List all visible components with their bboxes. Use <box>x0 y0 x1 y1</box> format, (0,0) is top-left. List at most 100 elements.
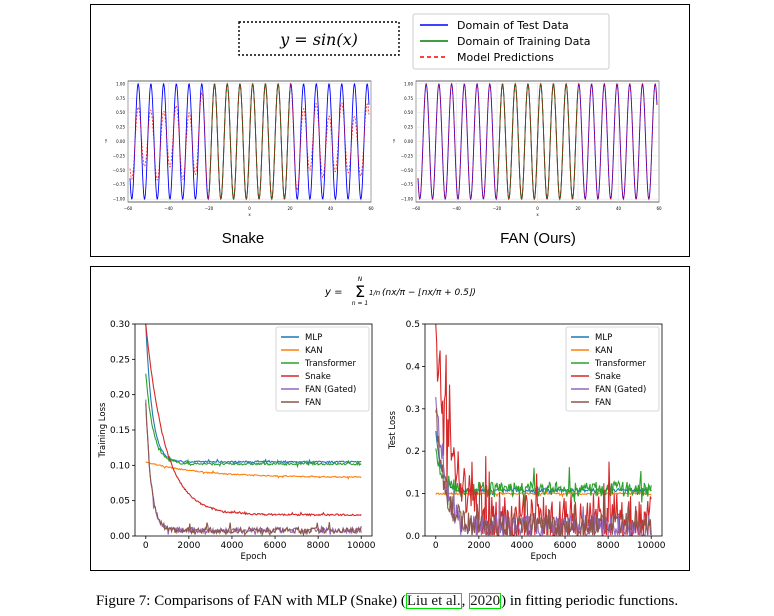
y-tick-label: −0.50 <box>401 168 414 173</box>
y-tick-label: 0.30 <box>110 320 130 330</box>
svg-text:1/n: 1/n <box>369 289 380 297</box>
prediction-line <box>129 82 370 201</box>
y-tick-label: 0.20 <box>110 391 130 401</box>
figure-caption: Figure 7: Comparisons of FAN with MLP (S… <box>95 593 679 609</box>
fan-sin-plot: −60 −40 −20 0 20 40 60 −1.00 −0.75 −0.50 −0.25 0.00… <box>393 80 662 217</box>
y-tick-label: 0.00 <box>116 139 125 144</box>
x-tick-label: 40 <box>328 206 334 211</box>
plot-frame <box>424 323 663 537</box>
y-tick-label: −1.00 <box>113 197 126 202</box>
x-tick-label: 6000 <box>554 541 577 551</box>
x-tick-label: −20 <box>205 206 214 211</box>
y-tick-label: 1.00 <box>116 81 125 86</box>
y-tick-label: −0.75 <box>401 182 414 187</box>
formula-box <box>238 21 400 56</box>
loss-line <box>145 373 362 469</box>
y-tick-label: 0.10 <box>110 461 130 471</box>
x-tick-label: −20 <box>493 206 502 211</box>
sin-legend-entry: Model Predictions <box>420 51 554 64</box>
y-tick-label: 0.0 <box>406 532 421 542</box>
y-tick-label: −0.25 <box>113 153 126 158</box>
x-tick-label: 6000 <box>264 541 287 551</box>
loss-comparison-panel: y = N Σ n = 1 1/n (nx/π − ⌊nx/π + 0.5⌋) … <box>90 266 690 571</box>
y-axis-label: Training Loss <box>98 402 108 458</box>
x-tick-label: 0 <box>248 206 251 211</box>
loss-line <box>435 430 652 497</box>
legend-label: Transformer <box>594 359 647 369</box>
x-tick-label: 0 <box>536 206 539 211</box>
legend-label: FAN <box>595 398 611 408</box>
loss-legend: MLP KAN Transformer Snake FAN (Gated) FAN <box>275 326 370 412</box>
x-tick-label: 0 <box>433 541 439 551</box>
svg-text:N: N <box>358 276 363 283</box>
loss-line <box>435 408 652 536</box>
x-axis-label: x <box>248 212 251 217</box>
sawtooth-formula: y = N Σ n = 1 1/n (nx/π − ⌊nx/π + 0.5⌋) <box>324 276 476 307</box>
x-tick-label: 40 <box>616 206 622 211</box>
y-tick-label: −0.50 <box>113 168 126 173</box>
y-tick-label: −0.75 <box>113 182 126 187</box>
svg-text:n = 1: n = 1 <box>352 300 368 307</box>
y-tick-label: 0.1 <box>406 490 420 500</box>
x-tick-label: 4000 <box>221 541 244 551</box>
sin-legend: Domain of Test Data Domain of Training Da… <box>412 13 610 70</box>
legend-label: Transformer <box>304 359 357 369</box>
loss-comparison-figure: y = N Σ n = 1 1/n (nx/π − ⌊nx/π + 0.5⌋) … <box>98 276 666 562</box>
x-tick-label: 2000 <box>467 541 490 551</box>
y-tick-label: 0.25 <box>110 355 130 365</box>
loss-line <box>145 461 362 480</box>
citation-link-year[interactable]: 2020 <box>469 593 502 609</box>
y-axis-label: y <box>105 138 108 143</box>
legend-label: KAN <box>595 346 613 356</box>
loss-legend: MLP KAN Transformer Snake FAN (Gated) FAN <box>565 326 660 412</box>
legend-label: MLP <box>595 333 612 343</box>
x-tick-label: 60 <box>368 206 374 211</box>
sin-formula: y = sin(x) <box>279 30 358 49</box>
loss-line <box>145 324 362 466</box>
training-loss-plot: 0 2000 4000 6000 8000 10000 0.00 0.05 0.10 0.15 0.… <box>98 320 376 562</box>
x-tick-label: 10000 <box>637 541 666 551</box>
legend-label: Snake <box>305 372 331 382</box>
legend-label: FAN (Gated) <box>595 385 646 395</box>
x-tick-label: 10000 <box>347 541 376 551</box>
sin-legend-label: Model Predictions <box>457 51 554 64</box>
y-tick-label: 0.4 <box>406 362 421 372</box>
y-tick-label: 1.00 <box>404 81 413 86</box>
y-tick-label: 0.00 <box>404 139 413 144</box>
x-tick-label: 8000 <box>307 541 330 551</box>
legend-label: MLP <box>305 333 322 343</box>
y-tick-label: −1.00 <box>401 197 414 202</box>
x-axis-label: x <box>536 212 539 217</box>
x-tick-label: 20 <box>287 206 293 211</box>
y-tick-label: 0.3 <box>406 405 420 415</box>
legend-label: FAN <box>305 398 321 408</box>
sin-legend-label: Domain of Test Data <box>457 19 569 32</box>
x-axis-label: Epoch <box>530 552 556 562</box>
x-tick-label: −40 <box>452 206 461 211</box>
x-tick-label: 20 <box>575 206 581 211</box>
x-tick-label: 60 <box>656 206 662 211</box>
sin-comparison-panel: y = sin(x) Domain of Test Data Domain of … <box>90 4 690 257</box>
x-tick-label: −40 <box>164 206 173 211</box>
svg-text:Σ: Σ <box>355 282 365 301</box>
loss-line <box>435 324 652 536</box>
y-tick-label: 0.5 <box>406 320 420 330</box>
x-tick-label: 2000 <box>177 541 200 551</box>
sin-legend-entry: Domain of Test Data <box>420 19 569 32</box>
x-tick-label: 0 <box>143 541 149 551</box>
x-tick-label: 4000 <box>511 541 534 551</box>
legend-label: KAN <box>305 346 323 356</box>
snake-sin-plot: −60 −40 −20 0 20 40 60 −1.00 −0.75 −0.50 −0.25 0.00… <box>105 80 374 217</box>
y-tick-label: −0.25 <box>401 153 414 158</box>
y-tick-label: 0.15 <box>110 426 130 436</box>
legend-label: FAN (Gated) <box>305 385 356 395</box>
svg-text:(nx/π − ⌊nx/π + 0.5⌋): (nx/π − ⌊nx/π + 0.5⌋) <box>382 287 476 298</box>
y-tick-label: 0.25 <box>116 125 125 130</box>
x-tick-label: 8000 <box>597 541 620 551</box>
loss-line <box>145 403 362 536</box>
snake-title: Snake <box>222 230 265 247</box>
loss-line <box>145 324 362 517</box>
y-tick-label: 0.25 <box>404 125 413 130</box>
citation-link-author[interactable]: Liu et al. <box>405 593 462 609</box>
prediction-line <box>417 82 658 201</box>
